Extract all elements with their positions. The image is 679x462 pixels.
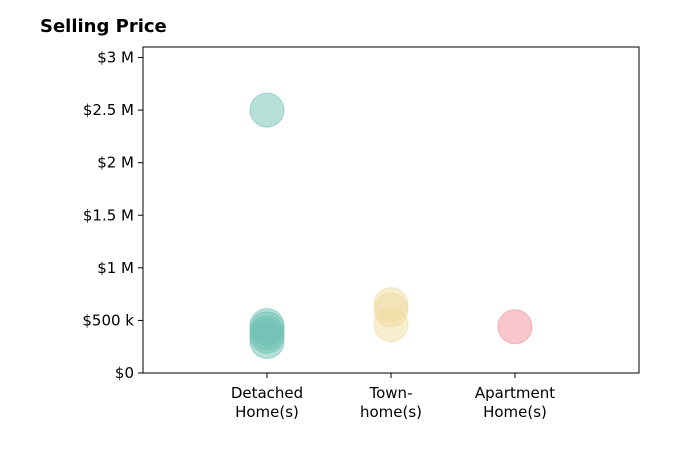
y-tick-label: $1 M — [97, 259, 134, 277]
x-tick-label-line: Home(s) — [235, 403, 299, 421]
x-axis: Detached Home(s)Town-home(s)Apartment Home… — [231, 373, 555, 421]
data-points — [249, 92, 533, 359]
y-tick-label: $500 k — [82, 311, 134, 329]
x-tick-label-line: Apartment — [475, 384, 555, 402]
y-tick-label: $2.5 M — [83, 101, 134, 119]
x-tick-label: Apartment Home(s) — [475, 384, 555, 421]
y-axis: $0 $500 k $1 M $1.5 M $2 M $2.5 M $3 M — [82, 49, 143, 382]
data-point-detached — [249, 323, 285, 359]
data-point-apartment — [497, 309, 533, 345]
x-tick-label: Detached Home(s) — [231, 384, 303, 421]
x-tick-label-line: Town- — [369, 384, 413, 402]
data-point-detached — [249, 92, 285, 128]
x-tick-label-line: Detached — [231, 384, 303, 402]
y-tick-label: $1.5 M — [83, 206, 134, 224]
x-tick-label: Town-home(s) — [360, 384, 422, 421]
x-tick-label-line: Home(s) — [483, 403, 547, 421]
x-tick-label-line: home(s) — [360, 403, 422, 421]
y-tick-label: $2 M — [97, 154, 134, 172]
y-tick-label: $0 — [115, 364, 134, 382]
data-point-town — [373, 307, 409, 343]
chart-title: Selling Price — [40, 16, 167, 37]
y-tick-label: $3 M — [97, 49, 134, 67]
